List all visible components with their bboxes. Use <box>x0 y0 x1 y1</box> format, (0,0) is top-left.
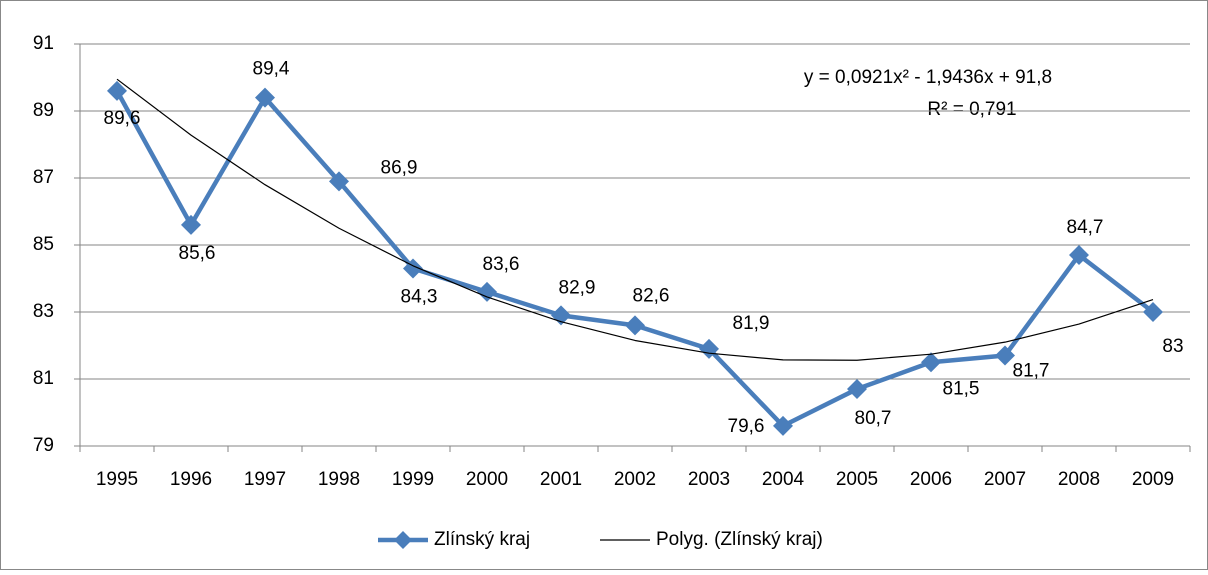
trend-equation: y = 0,0921x² - 1,9436x + 91,8 <box>804 67 1052 88</box>
marker <box>329 171 349 192</box>
x-tick-label: 1995 <box>96 469 138 490</box>
data-label: 84,7 <box>1067 217 1104 238</box>
data-label: 79,6 <box>728 416 765 437</box>
y-tick-label: 85 <box>33 234 54 255</box>
x-tick-label: 1999 <box>392 469 434 490</box>
x-tick-label: 1996 <box>170 469 212 490</box>
x-tick-label: 2001 <box>540 469 582 490</box>
data-label: 84,3 <box>401 286 438 307</box>
data-label: 83 <box>1162 336 1183 357</box>
x-tick-label: 1998 <box>318 469 360 490</box>
y-tick-label: 91 <box>33 33 54 54</box>
trend-r-squared: R² = 0,791 <box>927 99 1016 120</box>
x-tick-label: 2007 <box>984 469 1026 490</box>
marker <box>181 214 201 235</box>
marker <box>625 315 645 336</box>
data-label: 81,9 <box>733 313 770 334</box>
marker <box>995 345 1015 366</box>
data-label: 82,9 <box>559 277 596 298</box>
marker <box>773 415 793 436</box>
x-tick-label: 2006 <box>910 469 952 490</box>
trend-line <box>116 78 1154 361</box>
data-label: 89,6 <box>104 108 141 129</box>
data-label: 86,9 <box>381 157 418 178</box>
marker <box>921 352 941 373</box>
marker <box>107 80 127 101</box>
data-label: 85,6 <box>179 243 216 264</box>
data-label: 83,6 <box>483 254 520 275</box>
x-tick-label: 2004 <box>762 469 805 490</box>
x-tick-label: 1997 <box>244 469 286 490</box>
data-label: 80,7 <box>855 408 892 429</box>
marker <box>1069 245 1089 266</box>
marker <box>847 379 867 400</box>
y-tick-label: 83 <box>33 301 54 322</box>
y-tick-label: 89 <box>33 100 54 121</box>
marker <box>255 87 275 108</box>
x-tick-label: 2002 <box>614 469 656 490</box>
y-tick-label: 81 <box>33 368 54 389</box>
x-tick-label: 2000 <box>466 469 508 490</box>
x-tick-label: 2003 <box>688 469 730 490</box>
data-label: 82,6 <box>633 285 670 306</box>
data-label: 81,7 <box>1013 361 1050 382</box>
y-tick-label: 79 <box>33 435 54 456</box>
x-tick-label: 2008 <box>1058 469 1100 490</box>
x-tick-label: 2005 <box>836 469 878 490</box>
data-label: 89,4 <box>253 59 290 80</box>
y-tick-label: 87 <box>33 167 54 188</box>
legend-label: Polyg. (Zlínský kraj) <box>656 529 823 550</box>
legend-label: Zlínský kraj <box>434 529 530 550</box>
marker <box>1143 302 1163 322</box>
marker <box>477 281 497 302</box>
x-tick-label: 2009 <box>1132 469 1174 490</box>
data-label: 81,5 <box>943 378 980 399</box>
legend-marker <box>394 531 412 549</box>
